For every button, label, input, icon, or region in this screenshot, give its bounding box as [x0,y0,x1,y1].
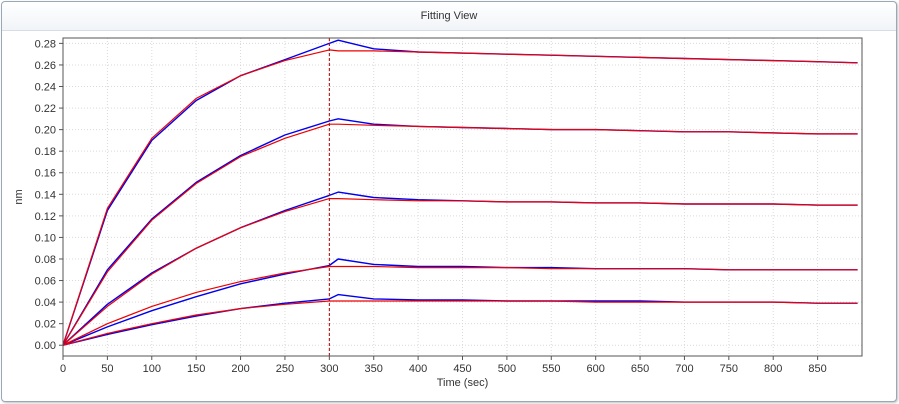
y-tick-label: 0.14 [35,189,56,201]
y-tick-label: 0.24 [35,82,56,94]
series-2 [62,118,858,346]
fit-curve [62,265,858,346]
y-tick-label: 0.20 [35,125,56,137]
x-tick-label: 750 [720,363,738,375]
x-tick-label: 50 [101,363,113,375]
y-tick-label: 0.06 [35,276,56,288]
x-tick-label: 450 [453,363,471,375]
fit-curve [62,123,858,346]
series-5 [62,293,858,346]
series-1 [62,39,858,346]
x-tick-label: 600 [586,363,604,375]
x-tick-label: 350 [365,363,383,375]
x-tick-label: 300 [320,363,338,375]
x-tick-label: 800 [764,363,782,375]
y-tick-label: 0.10 [35,232,56,244]
x-tick-label: 100 [143,363,161,375]
measured-curve [62,118,858,346]
plot-frame [62,37,863,357]
y-tick-label: 0.08 [35,254,56,266]
measured-curve [62,191,858,346]
series-group [62,39,858,346]
x-tick-label: 850 [808,363,826,375]
x-tick-label: 700 [675,363,693,375]
x-tick-label: 550 [542,363,560,375]
y-tick-label: 0.00 [35,340,56,352]
panel-title: Fitting View [2,2,896,31]
x-axis-label: Time (sec) [437,377,489,389]
fit-curve [62,198,858,346]
y-tick-label: 0.02 [35,319,56,331]
x-tick-label: 250 [276,363,294,375]
y-tick-label: 0.04 [35,297,56,309]
x-tick-label: 400 [409,363,427,375]
axis-ticks: 0 50 100 150 200 250 300 350 400 450 500 550 600 650 7… [35,38,827,375]
x-tick-label: 650 [631,363,649,375]
y-tick-label: 0.18 [35,146,56,158]
y-tick-label: 0.12 [35,211,56,223]
fit-curve [62,49,858,346]
y-axis-label: nm [13,189,25,204]
x-tick-label: 0 [60,363,66,375]
y-tick-label: 0.26 [35,60,56,72]
y-tick-label: 0.28 [35,38,56,50]
x-tick-label: 500 [498,363,516,375]
series-4 [62,258,858,346]
x-tick-label: 150 [187,363,205,375]
y-tick-label: 0.22 [35,103,56,115]
fit-curve [62,300,858,346]
series-3 [62,191,858,346]
x-tick-label: 200 [231,363,249,375]
y-tick-label: 0.16 [35,168,56,180]
grid [62,38,862,356]
